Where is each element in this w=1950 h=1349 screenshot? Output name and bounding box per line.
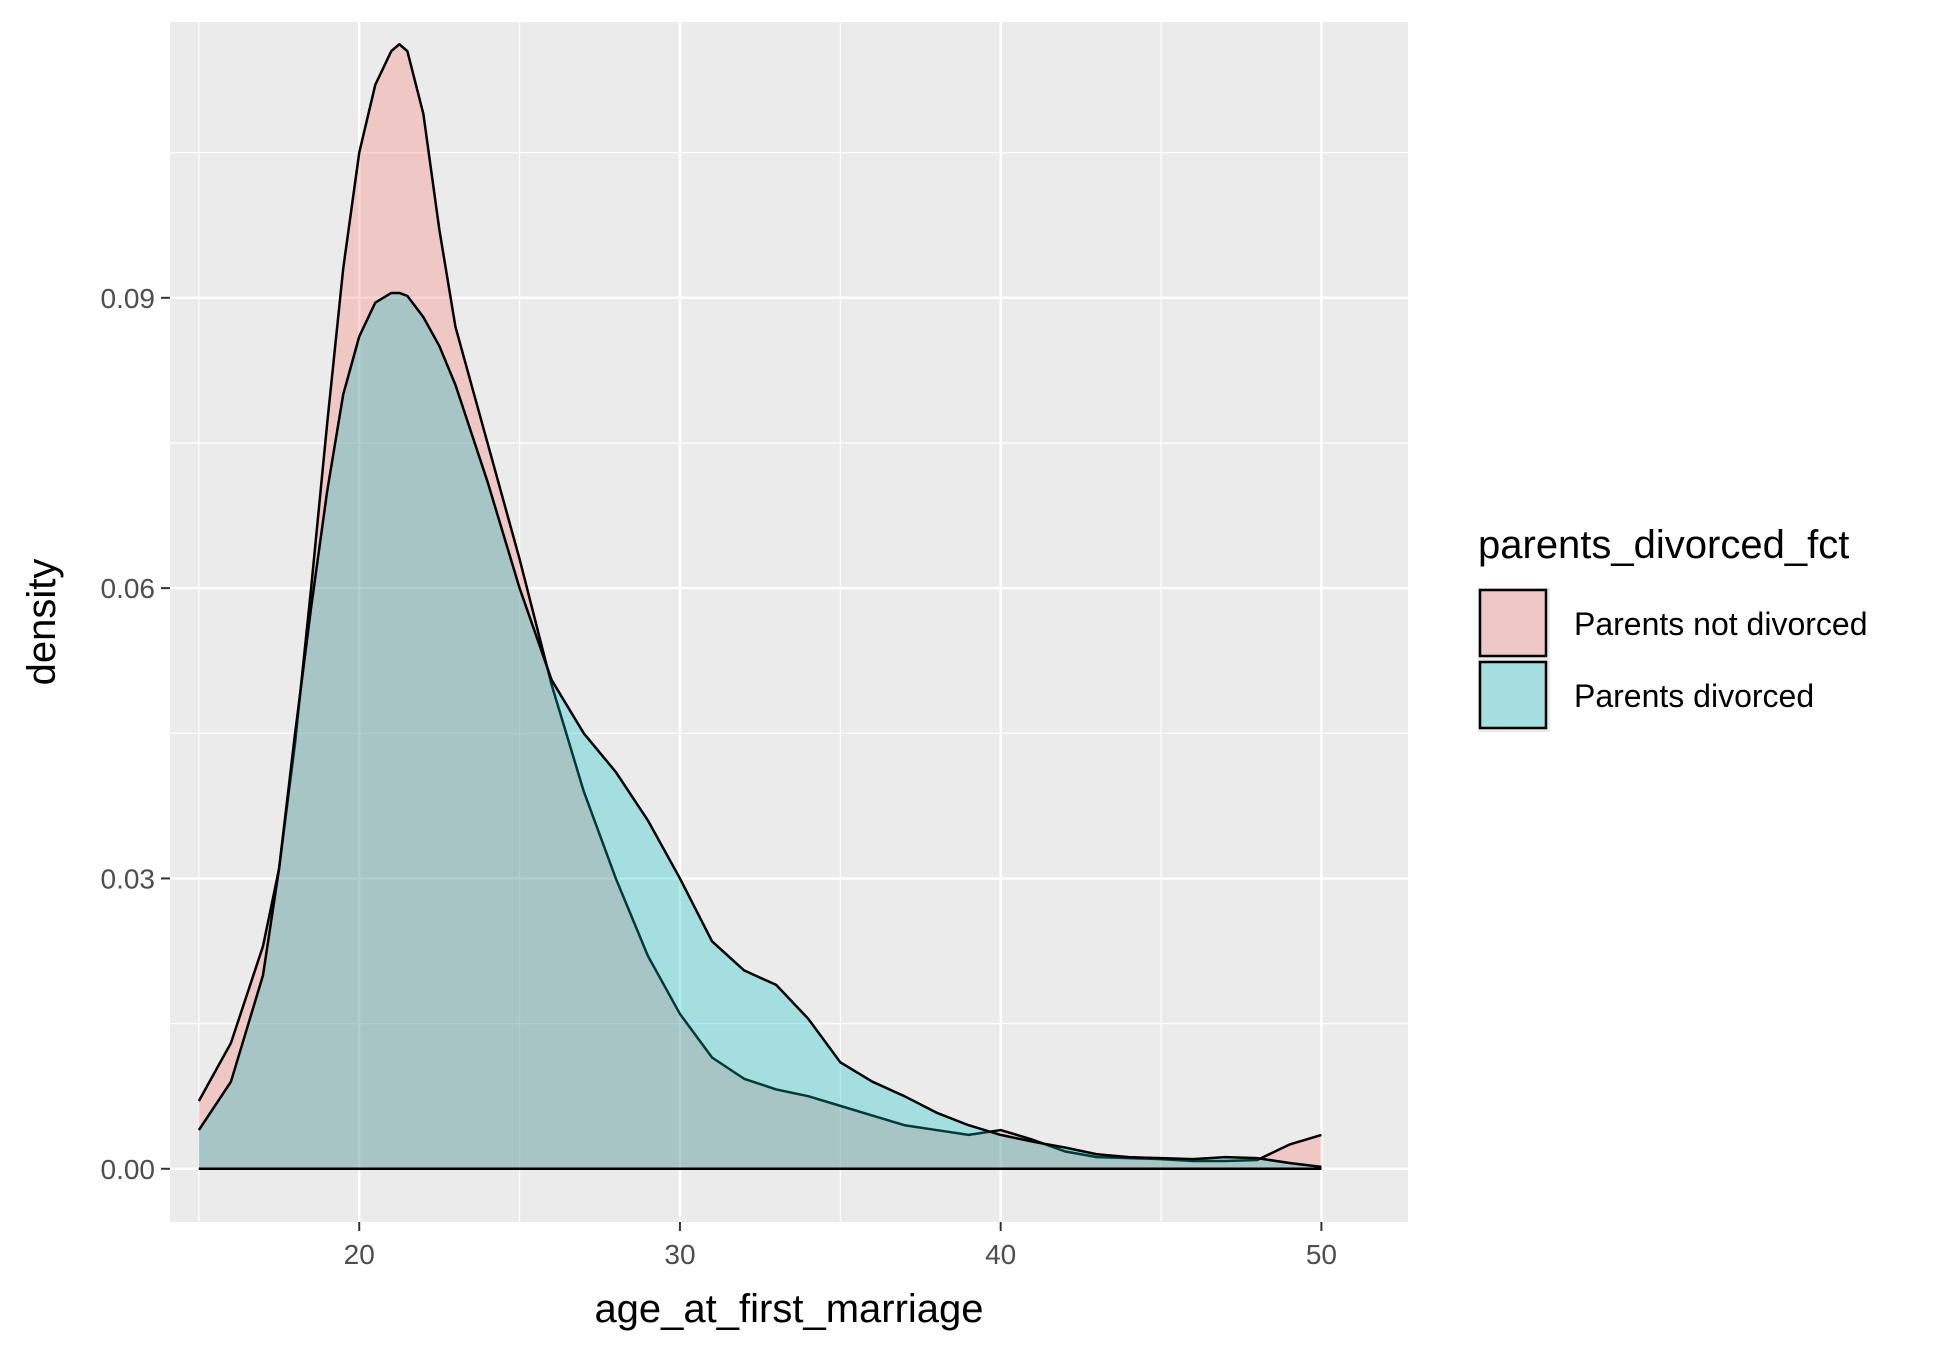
legend-key-swatch: [1478, 588, 1548, 658]
plot-panel: [170, 22, 1408, 1222]
density-area-parents-divorced: [198, 292, 1322, 1169]
x-tick-label: 40: [985, 1239, 1016, 1270]
y-axis-title: density: [20, 559, 64, 686]
legend-label: Parents not divorced: [1574, 606, 1868, 642]
legend-entries: Parents not divorced Parents divorced: [1478, 588, 1868, 732]
legend-key-swatch: [1478, 660, 1548, 730]
density-line-parents-divorced: [197, 291, 1322, 1169]
axis-ticks: [161, 296, 1323, 1231]
y-tick-label: 0.06: [101, 573, 156, 604]
density-area-parents-not-divorced: [198, 44, 1322, 1169]
legend: parents_divorced_fct Parents not divorce…: [1478, 523, 1868, 732]
x-tick-label: 20: [344, 1239, 375, 1270]
legend-item-parents-not-divorced: Parents not divorced: [1478, 588, 1868, 660]
x-tick-label: 30: [664, 1239, 695, 1270]
major-gridlines: [170, 22, 1408, 1222]
density-series: [197, 43, 1322, 1171]
legend-item-parents-divorced: Parents divorced: [1478, 660, 1814, 732]
density-line-parents-not-divorced: [197, 43, 1322, 1163]
minor-gridlines: [170, 22, 1408, 1222]
y-tick-label: 0.00: [101, 1154, 156, 1185]
x-axis-title: age_at_first_marriage: [594, 1287, 983, 1331]
legend-label: Parents divorced: [1574, 678, 1814, 714]
legend-title: parents_divorced_fct: [1478, 523, 1849, 567]
y-tick-label: 0.09: [101, 283, 156, 314]
legend-key-background: [1478, 588, 1550, 660]
y-axis-tick-labels: 0.00 0.03 0.06 0.09: [101, 283, 156, 1185]
x-axis-tick-labels: 20 30 40 50: [344, 1239, 1337, 1270]
x-tick-label: 50: [1306, 1239, 1337, 1270]
legend-key-background: [1478, 660, 1550, 732]
y-tick-label: 0.03: [101, 863, 156, 894]
